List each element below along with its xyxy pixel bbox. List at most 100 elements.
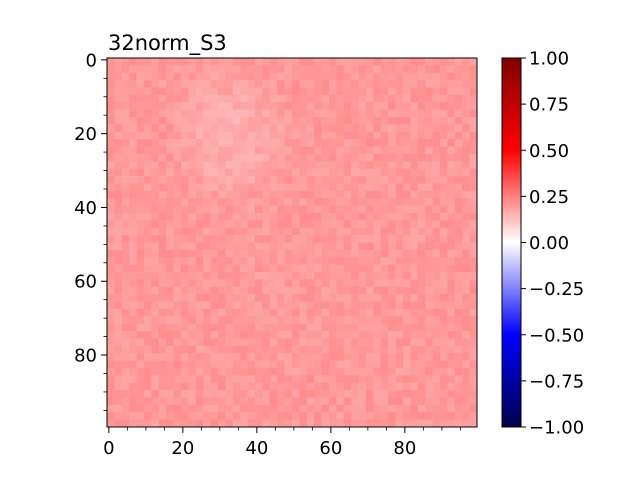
heatmap-cell <box>366 72 374 81</box>
heatmap-cell <box>195 117 204 125</box>
heatmap-cell <box>299 286 308 295</box>
heatmap-cell <box>454 308 463 317</box>
heatmap-cell <box>210 382 219 391</box>
heatmap-cell <box>277 94 285 103</box>
heatmap-cell <box>173 294 182 302</box>
heatmap-cell <box>366 153 374 162</box>
heatmap-cell <box>203 323 211 332</box>
heatmap-cell <box>247 102 256 110</box>
heatmap-cell <box>343 242 352 251</box>
heatmap-cell <box>173 131 182 140</box>
heatmap-cell <box>462 161 470 169</box>
heatmap-cell <box>269 80 278 88</box>
heatmap-cell <box>410 94 419 103</box>
heatmap-cell <box>144 294 152 302</box>
heatmap-cell <box>225 124 234 133</box>
heatmap-cell <box>232 249 241 258</box>
heatmap-cell <box>388 390 396 398</box>
heatmap-cell <box>292 323 300 332</box>
heatmap-cell <box>136 87 145 96</box>
heatmap-cell <box>144 65 152 74</box>
heatmap-cell <box>358 72 367 81</box>
heatmap-cell <box>388 279 396 288</box>
heatmap-cell <box>432 353 441 361</box>
heatmap-cell <box>151 404 160 413</box>
heatmap-cell <box>336 397 345 406</box>
heatmap-cell <box>181 419 189 428</box>
heatmap-cell <box>255 72 263 81</box>
heatmap-cell <box>195 65 204 74</box>
heatmap-cell <box>240 58 248 66</box>
heatmap-cell <box>351 168 359 177</box>
heatmap-cell <box>195 242 204 251</box>
heatmap-cell <box>366 419 374 428</box>
heatmap-cell <box>388 124 396 133</box>
heatmap-cell <box>247 360 256 369</box>
heatmap-cell <box>417 87 426 96</box>
heatmap-cell <box>262 338 271 347</box>
heatmap-cell <box>410 390 419 398</box>
heatmap-cell <box>440 404 448 413</box>
heatmap-cell <box>432 264 441 273</box>
heatmap-cell <box>262 360 271 369</box>
heatmap-cell <box>314 367 322 376</box>
heatmap-cell <box>284 301 293 310</box>
heatmap-cell <box>351 220 359 229</box>
heatmap-cell <box>269 139 278 147</box>
heatmap-cell <box>151 146 160 155</box>
heatmap-cell <box>380 205 389 214</box>
heatmap-cell <box>314 102 322 110</box>
heatmap-cell <box>447 161 456 169</box>
heatmap-cell <box>158 227 167 236</box>
heatmap-cell <box>425 183 433 192</box>
heatmap-cell <box>114 375 123 384</box>
heatmap-cell <box>107 360 115 369</box>
heatmap-cell <box>425 272 433 280</box>
heatmap-cell <box>314 205 322 214</box>
heatmap-cell <box>262 331 271 339</box>
heatmap-cell <box>247 353 256 361</box>
heatmap-cell <box>144 176 152 184</box>
heatmap-cell <box>447 412 456 420</box>
heatmap-cell <box>425 109 433 118</box>
heatmap-cell <box>395 257 404 265</box>
heatmap-cell <box>262 131 271 140</box>
heatmap-cell <box>410 360 419 369</box>
heatmap-cell <box>195 235 204 243</box>
heatmap-cell <box>403 58 411 66</box>
heatmap-cell <box>188 176 197 184</box>
heatmap-cell <box>329 131 337 140</box>
heatmap-cell <box>218 109 226 118</box>
heatmap-cell <box>158 168 167 177</box>
heatmap-cell <box>299 272 308 280</box>
heatmap-cell <box>181 220 189 229</box>
heatmap-cell <box>306 146 315 155</box>
heatmap-cell <box>255 323 263 332</box>
heatmap-cell <box>173 87 182 96</box>
heatmap-cell <box>366 360 374 369</box>
heatmap-cell <box>447 139 456 147</box>
heatmap-cell <box>440 153 448 162</box>
heatmap-cell <box>425 161 433 169</box>
heatmap-cell <box>336 168 345 177</box>
heatmap-cell <box>284 390 293 398</box>
heatmap-cell <box>203 249 211 258</box>
heatmap-cell <box>432 139 441 147</box>
heatmap-cell <box>181 102 189 110</box>
heatmap-cell <box>232 390 241 398</box>
heatmap-cell <box>151 190 160 199</box>
heatmap-cell <box>203 367 211 376</box>
heatmap-cell <box>158 242 167 251</box>
heatmap-cell <box>255 272 263 280</box>
heatmap-cell <box>314 227 322 236</box>
heatmap-cell <box>195 316 204 324</box>
heatmap-cell <box>121 404 130 413</box>
heatmap-cell <box>166 412 174 420</box>
heatmap-cell <box>410 235 419 243</box>
heatmap-cell <box>447 301 456 310</box>
heatmap-cell <box>255 257 263 265</box>
heatmap-cell <box>469 80 478 88</box>
heatmap-cell <box>136 301 145 310</box>
heatmap-cell <box>343 367 352 376</box>
heatmap-cell <box>454 390 463 398</box>
